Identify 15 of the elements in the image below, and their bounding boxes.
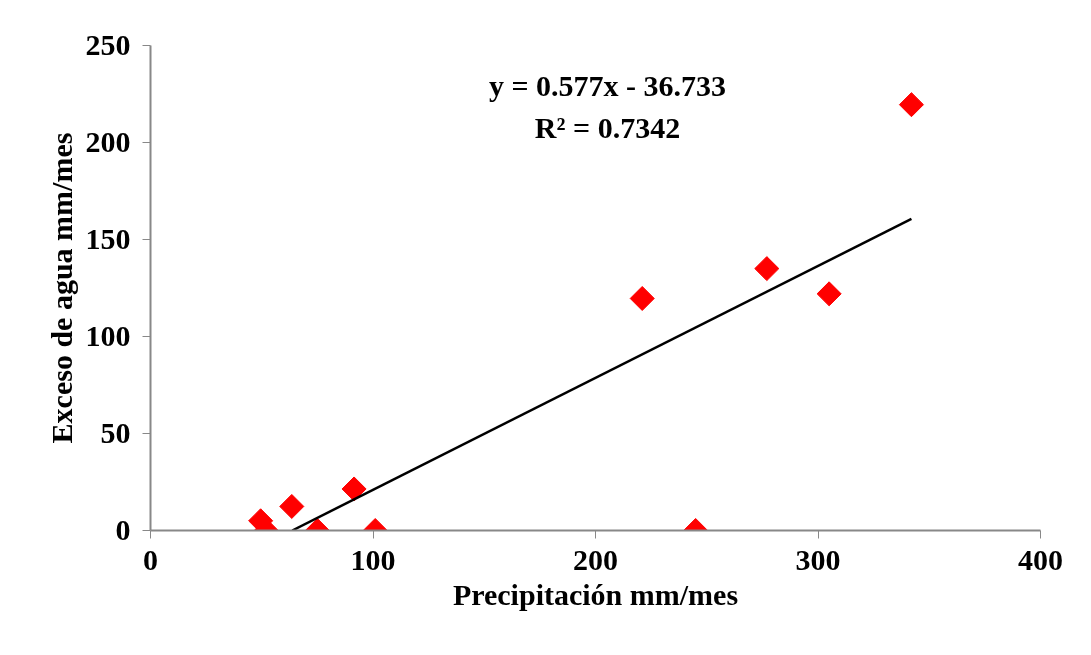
x-tick-label: 400 — [1018, 542, 1063, 576]
y-tick-label: 150 — [85, 222, 131, 255]
y-axis-title: Exceso de agua mm/mes — [44, 132, 78, 444]
y-tick-label: 100 — [85, 319, 131, 352]
y-tick-label: 200 — [85, 125, 131, 158]
annotation: R² = 0.7342 — [534, 111, 681, 144]
x-tick-label: 200 — [573, 542, 618, 576]
x-tick-label: 0 — [143, 542, 158, 576]
y-tick-label: 250 — [85, 28, 131, 61]
x-tick-label: 300 — [795, 542, 841, 576]
y-tick-label: 0 — [115, 513, 131, 546]
x-tick-label: 100 — [350, 542, 396, 576]
x-axis-title: Precipitación mm/mes — [452, 577, 739, 611]
y-tick-label: 50 — [100, 416, 131, 449]
annotation: y = 0.577x - 36.733 — [488, 69, 727, 102]
